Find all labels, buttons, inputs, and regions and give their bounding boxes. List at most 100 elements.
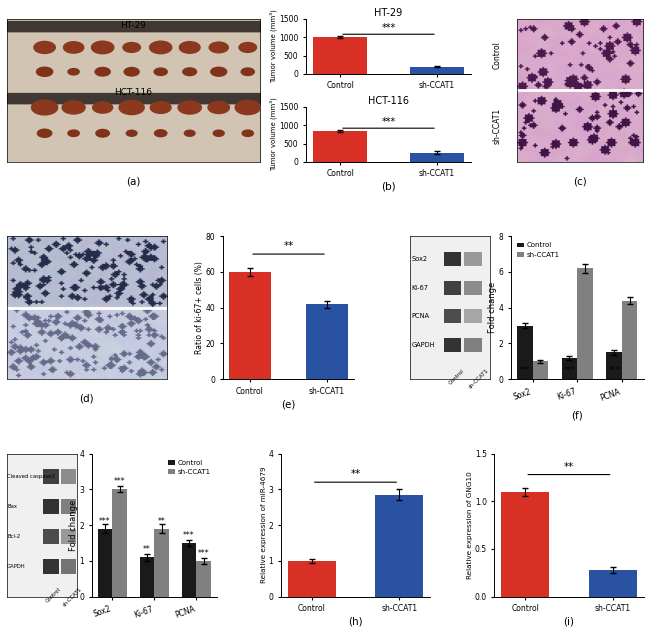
Bar (98, 529, 112, 597)
Circle shape (126, 130, 137, 136)
Circle shape (183, 68, 196, 75)
Bar (443, 252, 461, 266)
Circle shape (178, 101, 202, 114)
Text: sh-CCAT1: sh-CCAT1 (468, 368, 490, 390)
Text: ***: *** (382, 23, 396, 33)
Title: HCT-116: HCT-116 (368, 96, 409, 106)
Circle shape (36, 67, 53, 77)
Text: **: ** (143, 545, 151, 555)
Text: Cleaved caspase3: Cleaved caspase3 (7, 474, 55, 479)
Text: **: ** (158, 517, 166, 526)
Bar (61, 529, 77, 544)
Circle shape (185, 130, 195, 136)
Bar (443, 281, 461, 295)
Circle shape (209, 42, 228, 53)
Circle shape (179, 41, 200, 53)
Text: ***: *** (608, 365, 620, 375)
Bar (44, 469, 58, 484)
Text: (b): (b) (381, 181, 396, 191)
Title: HT-29: HT-29 (374, 8, 402, 18)
Text: Control: Control (46, 587, 62, 604)
Bar (501, 492, 549, 597)
Bar (577, 268, 593, 379)
Text: (e): (e) (281, 399, 296, 409)
Bar (464, 338, 482, 352)
Bar (532, 361, 548, 379)
Y-axis label: Relative expression of miR-4679: Relative expression of miR-4679 (261, 467, 267, 583)
Circle shape (150, 41, 172, 53)
Text: Control: Control (493, 41, 502, 68)
Bar (464, 309, 482, 323)
Circle shape (119, 100, 144, 114)
Bar (622, 301, 638, 379)
Text: HCT-116: HCT-116 (114, 88, 153, 97)
Y-axis label: Ratio of ki-67+ cells (%): Ratio of ki-67+ cells (%) (195, 261, 204, 354)
Bar (313, 37, 367, 74)
Bar (140, 557, 154, 597)
Text: (f): (f) (571, 411, 583, 421)
Bar (517, 325, 532, 379)
Bar (181, 543, 196, 597)
Text: HT-29: HT-29 (120, 21, 146, 30)
Bar (288, 561, 336, 597)
Text: ***: *** (519, 365, 530, 375)
Text: ***: *** (382, 117, 396, 127)
Circle shape (235, 100, 260, 114)
Text: **: ** (283, 241, 294, 251)
Circle shape (34, 41, 55, 53)
Circle shape (124, 68, 139, 76)
Circle shape (213, 130, 224, 136)
Text: **: ** (564, 462, 574, 472)
Bar (410, 153, 463, 162)
Circle shape (208, 102, 229, 114)
Text: Control: Control (448, 368, 465, 386)
Bar (61, 499, 77, 514)
Text: GAPDH: GAPDH (411, 342, 436, 348)
Text: (i): (i) (564, 617, 575, 627)
Circle shape (68, 68, 79, 75)
Bar (410, 67, 463, 74)
Text: ***: *** (99, 517, 110, 526)
Circle shape (150, 102, 171, 114)
Circle shape (123, 43, 140, 52)
Circle shape (155, 130, 167, 137)
Circle shape (154, 68, 167, 75)
Bar (375, 495, 423, 597)
Text: ***: *** (114, 477, 125, 487)
Text: **: ** (350, 469, 361, 479)
Legend: Control, sh-CCAT1: Control, sh-CCAT1 (514, 240, 562, 261)
Text: sh-CCAT1: sh-CCAT1 (493, 108, 502, 144)
Text: (d): (d) (79, 394, 94, 404)
Text: PCNA: PCNA (411, 313, 430, 319)
Circle shape (38, 129, 52, 138)
Bar (562, 358, 577, 379)
Bar (196, 561, 211, 597)
Y-axis label: Tumor volume (mm³): Tumor volume (mm³) (270, 97, 278, 171)
Text: (a): (a) (126, 176, 140, 186)
Text: Bax: Bax (7, 504, 17, 509)
Circle shape (92, 41, 114, 54)
Circle shape (96, 129, 109, 137)
Text: ***: *** (183, 531, 194, 540)
Bar (464, 252, 482, 266)
Circle shape (62, 101, 85, 114)
Bar (443, 309, 461, 323)
Circle shape (239, 43, 257, 52)
Bar (306, 304, 348, 379)
Bar (606, 352, 622, 379)
Circle shape (64, 41, 84, 53)
Text: ***: *** (564, 365, 575, 375)
Text: ***: *** (198, 549, 209, 558)
Circle shape (95, 67, 110, 76)
Bar (313, 131, 367, 162)
Bar (44, 560, 58, 574)
Circle shape (31, 100, 58, 115)
Bar (443, 338, 461, 352)
Y-axis label: Fold change: Fold change (488, 282, 497, 333)
Bar (44, 529, 58, 544)
Circle shape (93, 102, 112, 113)
Bar (589, 570, 637, 597)
Bar (154, 529, 169, 597)
Bar (44, 499, 58, 514)
Y-axis label: Relative expression of GNG10: Relative expression of GNG10 (467, 471, 473, 579)
